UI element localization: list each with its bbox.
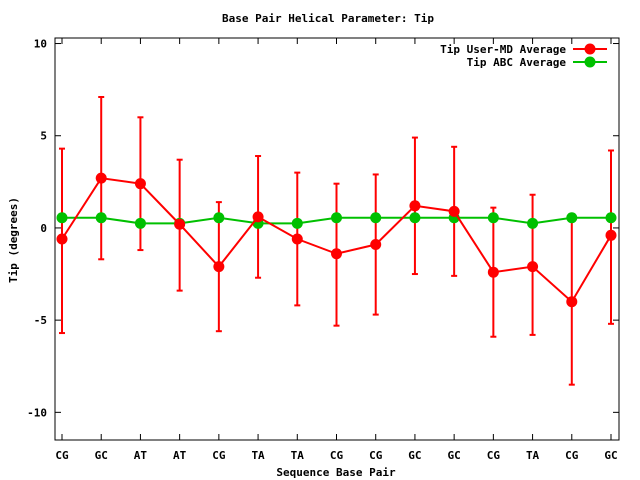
y-tick-label: 10 [34, 38, 47, 51]
data-point [527, 217, 539, 229]
data-point [291, 217, 303, 229]
x-tick-label: TA [251, 449, 265, 462]
data-point [252, 211, 264, 223]
y-tick-label: -5 [34, 314, 47, 327]
y-tick-label: 5 [40, 130, 47, 143]
x-tick-label: CG [212, 449, 226, 462]
x-tick-label: CG [55, 449, 69, 462]
data-point [95, 212, 107, 224]
data-point [56, 233, 68, 245]
x-tick-label: GC [448, 449, 461, 462]
x-tick-label: CG [487, 449, 501, 462]
x-tick-label: CG [565, 449, 579, 462]
x-tick-label: CG [330, 449, 344, 462]
x-axis-label: Sequence Base Pair [276, 466, 396, 479]
data-point [527, 261, 539, 273]
data-point [448, 205, 460, 217]
data-point [56, 212, 68, 224]
x-tick-label: GC [95, 449, 108, 462]
x-tick-label: TA [291, 449, 305, 462]
data-point [291, 233, 303, 245]
legend-label: Tip User-MD Average [440, 43, 566, 56]
data-point [331, 212, 342, 224]
legend-marker [584, 43, 596, 55]
data-point [134, 217, 146, 229]
data-point [134, 178, 146, 190]
y-tick-label: 0 [40, 222, 47, 235]
data-point [605, 229, 617, 241]
data-point [566, 296, 578, 308]
data-point [370, 239, 382, 251]
data-point [213, 212, 225, 224]
legend-label: Tip ABC Average [467, 56, 567, 69]
data-point [605, 212, 617, 224]
data-point [95, 172, 107, 184]
x-tick-label: GC [408, 449, 421, 462]
chart-marks [56, 96, 617, 386]
data-point [174, 218, 186, 230]
data-point [409, 200, 421, 212]
x-tick-label: GC [604, 449, 617, 462]
legend-marker [584, 56, 596, 68]
x-tick-label: TA [526, 449, 540, 462]
data-point [566, 212, 578, 224]
x-tick-label: CG [369, 449, 383, 462]
data-point [331, 248, 342, 260]
data-point [370, 212, 382, 224]
axis-ticks: 10 5 0 -5 -10 CG GC AT AT CG TA TA CG CG GC GC CG TA CG GC [27, 38, 619, 462]
x-tick-label: AT [134, 449, 148, 462]
data-point [409, 212, 421, 224]
x-tick-label: AT [173, 449, 187, 462]
y-tick-label: -10 [27, 406, 47, 419]
data-point [213, 261, 225, 273]
chart-title: Base Pair Helical Parameter: Tip [222, 12, 434, 25]
y-axis-label: Tip (degrees) [7, 197, 20, 283]
data-point [487, 212, 499, 224]
data-point [487, 266, 499, 278]
